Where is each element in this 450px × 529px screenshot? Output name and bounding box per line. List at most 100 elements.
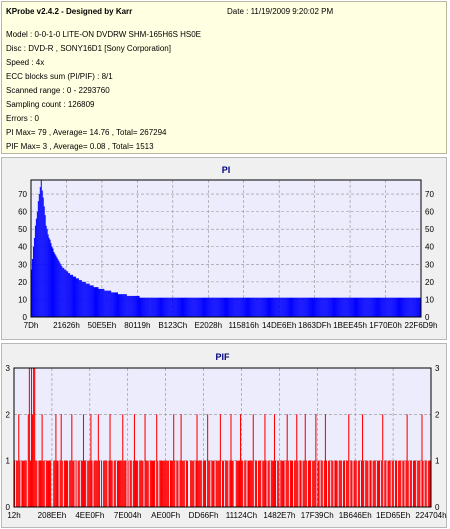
pi-bar <box>189 297 191 317</box>
pi-bar <box>317 297 319 317</box>
pi-bar <box>110 290 112 317</box>
pi-bar <box>43 206 45 317</box>
pif-bar <box>42 460 44 507</box>
pif-bar <box>163 460 165 507</box>
pi-bar <box>329 297 331 317</box>
pi-bar <box>395 297 397 317</box>
pi-bar <box>108 290 110 317</box>
pi-bar <box>109 290 111 317</box>
pif-bar <box>193 460 195 507</box>
pi-bar <box>407 297 409 317</box>
pif-bar <box>139 460 141 507</box>
pif-bar <box>278 460 280 507</box>
pi-bar <box>383 297 385 317</box>
pif-bar <box>129 460 131 507</box>
pi-bar <box>54 253 56 317</box>
pif-bar <box>121 460 123 507</box>
pi-bar <box>373 297 375 317</box>
pif-bar <box>36 460 38 507</box>
pi-bar <box>315 297 317 317</box>
pif-bar <box>308 460 311 507</box>
scan-date: Date : 11/19/2009 9:20:02 PM <box>227 7 334 16</box>
pi-bar <box>256 297 258 317</box>
pi-bar <box>40 180 42 317</box>
pif-bar <box>40 460 42 507</box>
pif-bar <box>72 460 74 507</box>
pi-bar <box>32 246 34 317</box>
pif-plot-border <box>13 367 432 508</box>
pif-bar <box>127 460 129 507</box>
pif-bar <box>334 460 336 507</box>
pif-bar <box>56 460 58 507</box>
pi-bar <box>232 297 234 317</box>
pi-bar <box>396 297 398 317</box>
pif-bar <box>419 460 421 507</box>
pi-bar <box>238 297 240 317</box>
pif-bar <box>23 460 25 507</box>
pi-bar <box>206 297 208 317</box>
pi-bar <box>41 190 43 317</box>
pi-bar <box>123 294 125 317</box>
pif-bar <box>417 460 419 507</box>
pif-bar <box>236 460 238 507</box>
pi-bar <box>416 297 418 317</box>
pif-bar <box>24 460 26 507</box>
pif-bar <box>32 414 34 507</box>
pi-chart-title: PI <box>222 165 231 175</box>
pi-bar <box>397 297 399 317</box>
pi-bar <box>251 297 253 317</box>
pif-bar <box>372 460 374 507</box>
pif-x-tick-label: 11124Ch <box>226 511 257 520</box>
pi-bar <box>406 297 408 317</box>
pif-bar <box>400 460 402 507</box>
pi-bar <box>227 297 229 317</box>
pif-bar <box>150 460 152 507</box>
pif-bar <box>230 414 232 507</box>
pif-bar <box>363 460 365 507</box>
pi-bar <box>182 297 184 317</box>
pi-bar <box>75 278 77 317</box>
pi-series <box>31 180 421 317</box>
pif-bar <box>73 460 75 507</box>
pif-bar <box>216 460 218 507</box>
pif-bar <box>360 460 363 507</box>
pi-bar <box>357 297 359 317</box>
pif-x-tick-label: 1B646Eh <box>339 511 372 520</box>
pif-bar <box>314 460 316 507</box>
pif-bar <box>394 460 396 507</box>
pi-x-tick-label: E2028h <box>194 321 222 330</box>
info-line-speed: Speed : 4x <box>6 58 45 67</box>
pif-bar <box>192 460 194 507</box>
pif-bar <box>422 460 424 507</box>
pif-bar <box>101 460 103 507</box>
pi-bar <box>35 218 37 317</box>
pi-bar <box>299 297 301 317</box>
pi-y-tick-label-left: 10 <box>18 295 27 304</box>
pif-bar <box>353 460 355 507</box>
pi-bar <box>411 297 413 317</box>
pif-bar <box>297 460 299 507</box>
pif-bar <box>94 460 96 507</box>
pi-bar <box>125 294 127 317</box>
pif-bar <box>173 414 175 507</box>
pi-bar <box>241 297 243 317</box>
pif-bar <box>191 460 193 507</box>
pi-bar <box>359 297 361 317</box>
pi-bar <box>371 297 373 317</box>
pi-bar <box>66 271 68 317</box>
pif-bar <box>82 414 85 507</box>
pi-bar <box>324 297 326 317</box>
pif-bar <box>199 460 201 507</box>
pi-bar <box>316 297 318 317</box>
pif-bar <box>111 460 113 507</box>
pi-bar <box>60 264 62 317</box>
pi-bar <box>71 274 73 317</box>
pi-bar <box>351 297 353 317</box>
pif-bar <box>315 414 317 507</box>
pi-bar <box>350 297 352 317</box>
pi-bar <box>105 290 107 317</box>
pif-bar <box>389 460 391 507</box>
pi-bar <box>304 297 306 317</box>
pi-bar <box>207 297 209 317</box>
pi-bar <box>361 297 363 317</box>
